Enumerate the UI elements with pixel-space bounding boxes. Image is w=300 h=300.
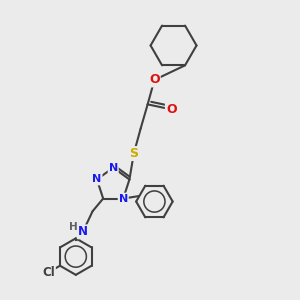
Text: O: O [149, 74, 160, 86]
Text: S: S [129, 147, 138, 160]
Text: N: N [92, 175, 102, 184]
Text: N: N [109, 163, 118, 173]
Text: H: H [69, 222, 78, 232]
Text: Cl: Cl [42, 266, 55, 279]
Text: N: N [118, 194, 128, 204]
Text: O: O [166, 103, 176, 116]
Text: N: N [78, 225, 88, 239]
